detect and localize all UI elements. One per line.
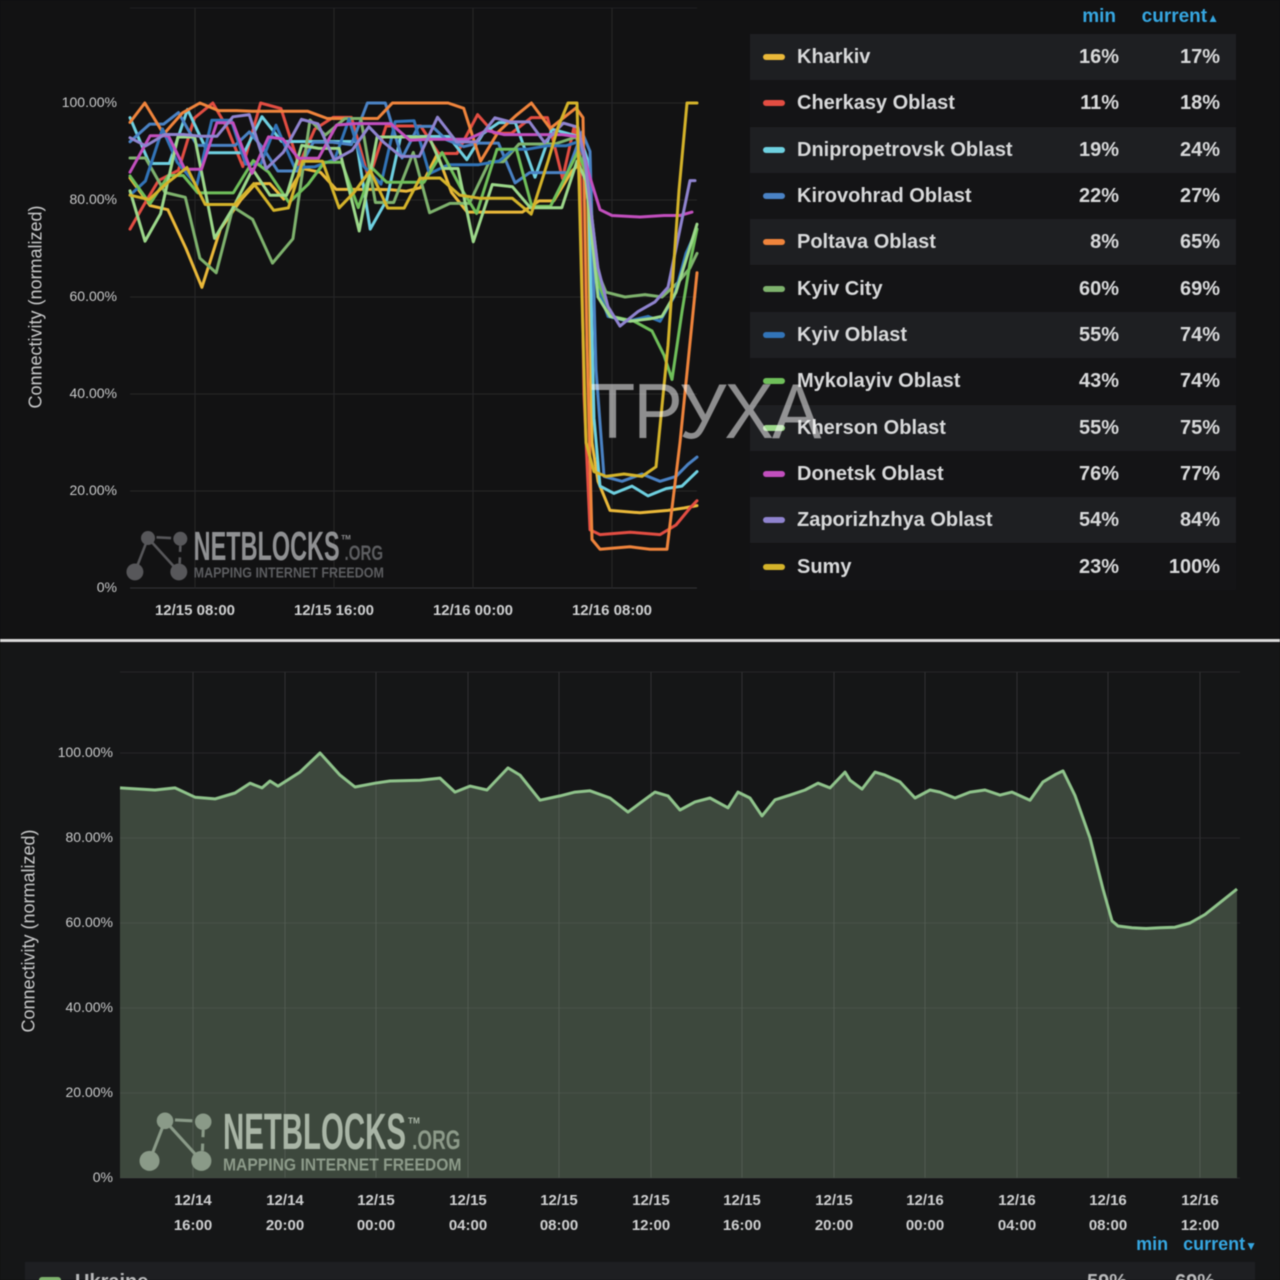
svg-text:TM: TM (408, 1116, 420, 1125)
svg-text:MAPPING INTERNET FREEDOM: MAPPING INTERNET FREEDOM (223, 1155, 461, 1175)
svg-text:NETBLOCKS: NETBLOCKS (194, 523, 340, 569)
svg-text:.ORG: .ORG (412, 1125, 460, 1155)
svg-text:TM: TM (341, 535, 351, 542)
svg-text:.ORG: .ORG (345, 541, 384, 565)
svg-text:MAPPING INTERNET FREEDOM: MAPPING INTERNET FREEDOM (194, 565, 384, 581)
svg-text:NETBLOCKS: NETBLOCKS (223, 1102, 406, 1160)
